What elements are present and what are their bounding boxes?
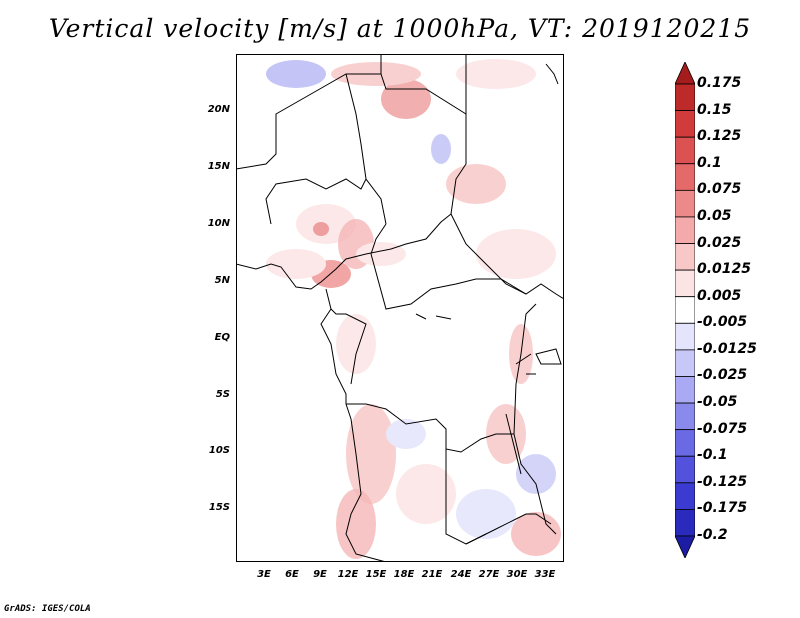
lat-label: 20N bbox=[207, 104, 230, 115]
colorbar-label: 0.0125 bbox=[697, 261, 752, 278]
colorbar-segment bbox=[675, 269, 695, 298]
lon-label: 33E bbox=[534, 569, 556, 580]
colorbar-segment bbox=[675, 216, 695, 244]
colorbar-label: -0.1 bbox=[697, 447, 728, 464]
lon-label: 15E bbox=[365, 569, 387, 580]
lon-label: 6E bbox=[285, 569, 299, 580]
colorbar-segment bbox=[675, 429, 695, 457]
map-plot-area bbox=[236, 54, 564, 562]
colorbar-segment bbox=[675, 482, 695, 510]
coastlines-borders bbox=[236, 54, 564, 562]
colorbar-segment bbox=[675, 296, 695, 324]
colorbar-segment bbox=[675, 455, 695, 484]
lon-label: 12E bbox=[337, 569, 359, 580]
colorbar-segment bbox=[675, 83, 695, 111]
colorbar-segment bbox=[675, 189, 695, 218]
colorbar-label: 0.1 bbox=[697, 154, 722, 171]
lon-label: 18E bbox=[393, 569, 415, 580]
lat-label: 10N bbox=[207, 218, 230, 229]
colorbar-label: 0.175 bbox=[697, 75, 742, 91]
colorbar-segment bbox=[675, 322, 695, 351]
colorbar-segment bbox=[675, 110, 695, 138]
colorbar-segment bbox=[675, 163, 695, 191]
colorbar bbox=[675, 62, 695, 558]
lon-label: 9E bbox=[313, 569, 327, 580]
colorbar-label: 0.15 bbox=[697, 101, 732, 118]
colorbar-label: -0.125 bbox=[697, 473, 748, 490]
colorbar-segment bbox=[675, 402, 695, 431]
lon-label: 21E bbox=[421, 569, 443, 580]
colorbar-label: -0.2 bbox=[697, 527, 728, 543]
lat-label: EQ bbox=[214, 332, 230, 343]
lon-label: 3E bbox=[257, 569, 271, 580]
colorbar-label: -0.005 bbox=[697, 314, 748, 331]
colorbar-segment bbox=[675, 349, 695, 377]
colorbar-label: -0.075 bbox=[697, 420, 748, 437]
colorbar-segment bbox=[675, 62, 695, 85]
colorbar-label: -0.05 bbox=[697, 394, 738, 411]
lat-label: 15S bbox=[208, 502, 230, 513]
colorbar-segment bbox=[675, 243, 695, 271]
colorbar-label: -0.175 bbox=[697, 500, 748, 517]
colorbar-segment bbox=[675, 535, 695, 558]
colorbar-label: -0.025 bbox=[697, 367, 748, 384]
chart-title: Vertical velocity [m/s] at 1000hPa, VT: … bbox=[48, 14, 752, 43]
colorbar-label: 0.075 bbox=[697, 181, 742, 198]
colorbar-label: 0.05 bbox=[697, 207, 732, 224]
lon-label: 24E bbox=[450, 569, 472, 580]
lon-label: 27E bbox=[478, 569, 500, 580]
colorbar-segment bbox=[675, 509, 695, 537]
lat-label: 10S bbox=[208, 445, 230, 456]
colorbar-label: -0.0125 bbox=[697, 340, 757, 357]
lat-label: 5S bbox=[215, 389, 230, 400]
lat-label: 15N bbox=[207, 161, 230, 172]
lat-label: 5N bbox=[214, 275, 230, 286]
colorbar-label: 0.125 bbox=[697, 128, 742, 145]
lon-label: 30E bbox=[506, 569, 528, 580]
grads-credit: GrADS: IGES/COLA bbox=[4, 604, 91, 614]
colorbar-segment bbox=[675, 136, 695, 165]
colorbar-label: 0.005 bbox=[697, 287, 742, 304]
colorbar-label: 0.025 bbox=[697, 234, 742, 251]
colorbar-segment bbox=[675, 376, 695, 404]
